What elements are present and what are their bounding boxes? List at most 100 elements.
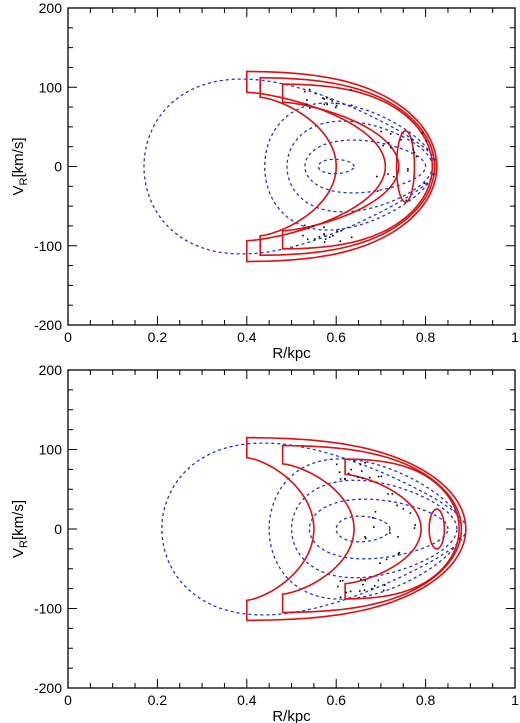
particle-point: [359, 590, 361, 592]
particle-point: [384, 584, 386, 586]
solid-orbit-1: [246, 436, 467, 622]
solid-orbit-4: [428, 508, 446, 550]
particle-point: [329, 98, 332, 101]
particle-point: [360, 578, 362, 581]
particle-point: [302, 234, 304, 237]
x-axis-label: R/kpc: [272, 345, 311, 362]
particle-point: [329, 236, 331, 238]
particle-point: [411, 139, 413, 141]
x-tick-label: 0.6: [326, 329, 346, 345]
particle-point: [312, 225, 314, 228]
particle-point: [335, 102, 338, 105]
particle-point: [335, 463, 338, 466]
x-tick-label: 0.8: [416, 329, 436, 345]
y-tick-label: -100: [34, 238, 62, 254]
particle-point: [397, 552, 400, 555]
particle-point: [396, 504, 398, 507]
particle-point: [350, 104, 353, 107]
dotted-contour-4: [308, 498, 449, 560]
particle-point: [350, 468, 352, 471]
solid-orbit-1: [246, 70, 438, 263]
particle-point: [314, 92, 317, 95]
particle-point: [322, 97, 324, 99]
particle-point: [425, 140, 427, 142]
particle-point: [414, 524, 416, 526]
solid-orbit-4: [395, 129, 416, 204]
solid-orbit-2: [281, 444, 463, 614]
x-tick-label: 0.2: [148, 692, 168, 708]
particle-point: [382, 589, 385, 592]
particle-point: [337, 585, 339, 588]
particle-point: [350, 236, 353, 239]
particle-point: [325, 97, 328, 99]
particle-points: [302, 88, 427, 243]
particle-point: [340, 230, 342, 232]
particle-point: [397, 536, 399, 538]
particle-point: [368, 476, 371, 479]
solid-orbit-2: [259, 76, 436, 257]
y-axis-label: VR[km/s]: [10, 138, 30, 196]
x-tick-label: 0: [64, 692, 72, 708]
particle-point: [323, 98, 325, 100]
particle-point: [359, 463, 362, 466]
particle-point: [407, 169, 409, 172]
particle-point: [323, 226, 325, 228]
panel-2: 0 0.2 0.4 0.6 0.8 1 -200 -100 0 100 200 R/kpc VR[km/…: [10, 362, 519, 723]
particle-point: [350, 89, 352, 91]
particle-point: [331, 100, 333, 102]
particle-point: [370, 587, 373, 590]
particle-point: [339, 240, 342, 242]
particle-point: [347, 472, 350, 475]
particle-point: [389, 133, 392, 135]
particle-point: [407, 167, 409, 170]
y-tick-label: -200: [34, 317, 62, 333]
particle-point: [405, 199, 407, 202]
particle-point: [376, 175, 378, 178]
y-tick-label: 200: [39, 0, 63, 16]
particle-point: [338, 471, 341, 473]
particle-point: [423, 182, 426, 185]
dotted-contour-3: [290, 479, 458, 579]
dotted-contour-3: [286, 120, 433, 213]
particle-point: [379, 562, 381, 564]
y-axis-label-sub: R: [18, 177, 30, 185]
particle-point: [324, 238, 327, 240]
x-tick-label: 1: [511, 329, 519, 345]
x-tick-label: 1: [511, 692, 519, 708]
particle-point: [377, 579, 380, 582]
particle-point: [357, 476, 359, 478]
particle-point: [335, 105, 338, 107]
particle-points: [335, 460, 416, 598]
particle-point: [307, 227, 310, 230]
y-axis-label-sub: R: [18, 540, 30, 548]
y-axis-label-main: V: [10, 548, 27, 558]
plot-frame: [67, 7, 516, 326]
particle-point: [339, 478, 342, 480]
x-tick-label: 0.2: [148, 329, 168, 345]
particle-point: [365, 537, 367, 540]
particle-point: [336, 230, 338, 232]
x-tick-label: 0.4: [237, 692, 257, 708]
particle-point: [373, 585, 376, 587]
x-tick-label: 0.4: [237, 329, 257, 345]
particle-point: [306, 99, 308, 101]
y-tick-label: 0: [54, 159, 62, 175]
particle-point: [313, 238, 316, 240]
particle-point: [323, 103, 326, 106]
particle-point: [376, 190, 379, 192]
particle-point: [364, 536, 366, 538]
dotted-contour-1: [161, 442, 467, 616]
y-tick-label: 100: [39, 442, 63, 458]
y-axis-label-unit: [km/s]: [10, 138, 27, 178]
particle-point: [387, 173, 389, 175]
particle-point: [323, 241, 326, 243]
particle-point: [323, 233, 325, 235]
particle-point: [353, 460, 356, 462]
y-axis-label-unit: [km/s]: [10, 500, 27, 540]
particle-point: [332, 235, 334, 237]
particle-point: [309, 107, 311, 109]
plot-area: [143, 70, 438, 263]
particle-point: [334, 106, 337, 109]
particle-point: [374, 511, 377, 513]
